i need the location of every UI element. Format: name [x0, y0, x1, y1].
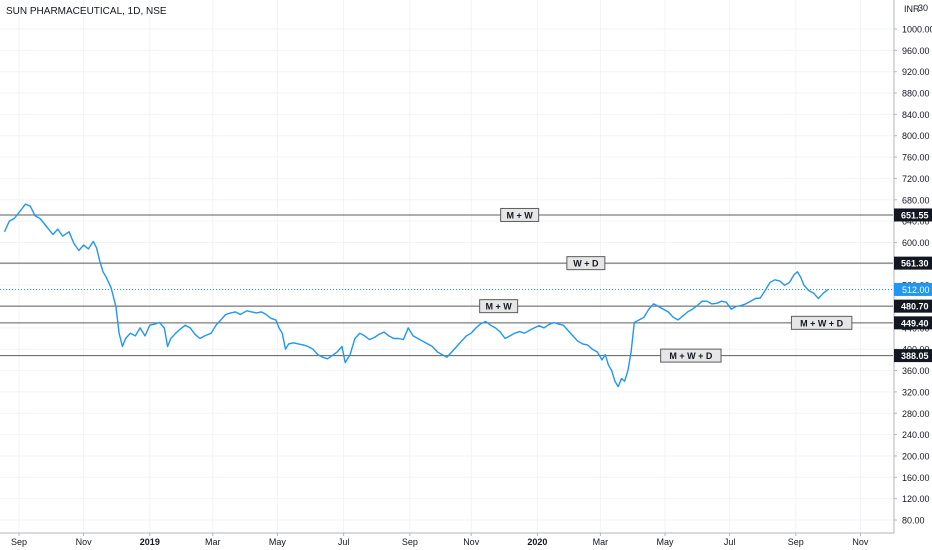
y-tick-label: 160.00	[902, 473, 930, 483]
y-tick-label: 200.00	[902, 451, 930, 461]
current-price-label: 512.00	[902, 285, 930, 295]
x-tick-label: Sep	[402, 537, 418, 547]
y-tick-label: 920.00	[902, 67, 930, 77]
y-tick-label: 960.00	[902, 46, 930, 56]
y-tick-label: 880.00	[902, 89, 930, 99]
y-tick-label: 240.00	[902, 430, 930, 440]
y-tick-label: 320.00	[902, 387, 930, 397]
y-tick-label: 280.00	[902, 409, 930, 419]
x-tick-label: Nov	[463, 537, 480, 547]
level-price-badge	[894, 349, 932, 363]
y-tick-label: 120.00	[902, 494, 930, 504]
symbol-title: SUN PHARMACEUTICAL, 1D, NSE	[6, 6, 167, 17]
y-tick-label: 840.00	[902, 110, 930, 120]
level-tag-text: W + D	[573, 259, 599, 269]
level-price-badge	[894, 208, 932, 222]
level-tag-text: M + W	[507, 210, 534, 220]
y-tick-label: 800.00	[902, 131, 930, 141]
y-tick-label: 1000.00	[902, 25, 932, 35]
level-price-label: 388.05	[901, 351, 929, 361]
level-price-label: 480.70	[901, 302, 929, 312]
level-tag-text: M + W	[486, 302, 513, 312]
y-tick-label: 80.00	[902, 516, 925, 526]
y-tick-label: 680.00	[902, 195, 930, 205]
level-price-badge	[894, 256, 932, 270]
x-tick-label: Mar	[593, 537, 609, 547]
level-tag-box	[790, 315, 853, 330]
level-price-label: 449.40	[901, 318, 929, 328]
x-tick-label: Jul	[338, 537, 350, 547]
x-tick-label: Mar	[205, 537, 221, 547]
y-tick-label: 360.00	[902, 366, 930, 376]
level-price-badge	[894, 316, 932, 330]
x-tick-label: Jul	[724, 537, 736, 547]
x-tick-label: May	[656, 537, 674, 547]
x-tick-label: Nov	[76, 537, 93, 547]
x-tick-label: 2020	[527, 537, 547, 547]
y-tick-label-top: 30	[918, 3, 928, 13]
currency-icon: INR	[904, 4, 920, 14]
x-tick-label: Sep	[11, 537, 27, 547]
y-tick-label: 640.00	[902, 217, 930, 227]
y-tick-label: 720.00	[902, 174, 930, 184]
level-tag-box	[479, 299, 519, 314]
x-tick-label: May	[269, 537, 287, 547]
level-price-label: 651.55	[901, 210, 929, 220]
currency-label: INR	[904, 4, 922, 14]
x-tick-label: Nov	[852, 537, 869, 547]
price-series-line	[3, 203, 829, 388]
x-tick-label: Sep	[788, 537, 804, 547]
level-tag-box	[500, 207, 540, 222]
level-tag-text: M + W + D	[800, 318, 844, 328]
level-price-label: 561.30	[901, 259, 929, 269]
y-tick-label: 600.00	[902, 238, 930, 248]
current-price-badge	[894, 282, 932, 296]
level-tag-box	[660, 348, 722, 363]
level-tag-box	[566, 256, 606, 271]
level-tag-text: M + W + D	[669, 351, 713, 361]
x-tick-label: 2019	[140, 537, 160, 547]
level-price-badge	[894, 299, 932, 313]
y-tick-label: 760.00	[902, 153, 930, 163]
